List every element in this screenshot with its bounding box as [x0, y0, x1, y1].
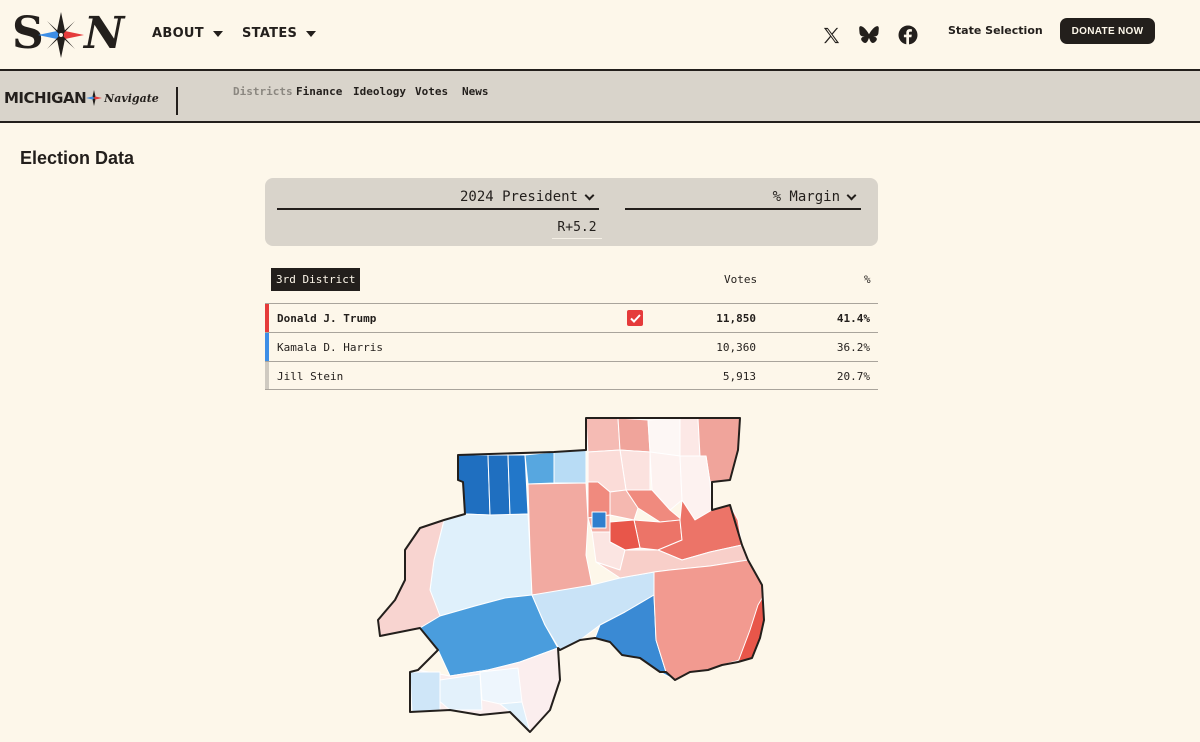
- nav-states[interactable]: STATES: [242, 26, 317, 41]
- subnav-divider: [176, 87, 178, 115]
- election-controls: 2024 President % Margin R+5.2: [265, 178, 878, 246]
- candidate-votes: 10,360: [716, 341, 756, 354]
- caret-down-icon: [212, 30, 223, 37]
- precinct: [585, 417, 621, 453]
- table-divider: [265, 389, 878, 390]
- precinct: [479, 667, 523, 705]
- subnav-tab-ideology[interactable]: Ideology: [353, 85, 406, 98]
- state-logo[interactable]: MICHIGAN Navigate: [4, 89, 159, 107]
- subnav-tab-news[interactable]: News: [462, 85, 489, 98]
- logo-letter-s: S: [12, 8, 44, 59]
- compass-star-icon: [38, 12, 84, 58]
- chevron-down-icon: [584, 190, 595, 200]
- candidate-votes: 11,850: [716, 312, 756, 325]
- race-select[interactable]: 2024 President: [277, 186, 599, 210]
- candidate-name: Jill Stein: [277, 370, 344, 383]
- state-selection-link[interactable]: State Selection: [948, 24, 1043, 37]
- brand-script: Navigate: [104, 91, 159, 105]
- state-name: MICHIGAN: [4, 89, 87, 107]
- nav-about[interactable]: ABOUT: [152, 26, 223, 41]
- table-row: Donald J. Trump 11,850 41.4%: [265, 303, 878, 332]
- x-icon[interactable]: [820, 24, 842, 46]
- nav-states-label: STATES: [242, 26, 298, 41]
- precinct: [527, 482, 593, 596]
- precinct: [617, 417, 651, 453]
- subnav-tab-finance[interactable]: Finance: [296, 85, 343, 98]
- facebook-icon[interactable]: [897, 24, 919, 46]
- candidate-pct: 20.7%: [836, 370, 870, 383]
- candidate-pct: 41.4%: [836, 312, 870, 325]
- precinct: [679, 417, 701, 457]
- precinct: [507, 454, 529, 516]
- subnav-tab-districts[interactable]: Districts: [233, 85, 293, 98]
- table-row: Kamala D. Harris 10,360 36.2%: [265, 332, 878, 361]
- votes-column-header: Votes: [724, 273, 758, 286]
- precinct: [647, 417, 681, 457]
- donate-button[interactable]: DONATE NOW: [1060, 18, 1155, 44]
- page-title: Election Data: [20, 148, 135, 168]
- logo-letter-n: N: [84, 8, 125, 59]
- party-color-bar: [265, 333, 269, 361]
- top-navigation: S N ABOUT STATES: [0, 0, 1200, 71]
- candidate-name: Donald J. Trump: [277, 312, 377, 325]
- precinct: [524, 451, 555, 485]
- site-logo[interactable]: S N: [12, 10, 126, 58]
- precinct: [649, 451, 683, 511]
- subnav-tab-votes[interactable]: Votes: [415, 85, 449, 98]
- precinct: [553, 449, 587, 484]
- district-badge: 3rd District: [271, 268, 361, 291]
- caret-down-icon: [306, 30, 317, 37]
- pct-column-header: %: [864, 273, 871, 286]
- state-subnav: MICHIGAN Navigate Districts Finance Ideo…: [0, 71, 1200, 123]
- precinct: [409, 671, 441, 713]
- race-select-value: 2024 President: [459, 189, 578, 205]
- bluesky-icon[interactable]: [858, 24, 880, 46]
- margin-value: R+5.2: [552, 220, 602, 239]
- precinct: [653, 559, 765, 681]
- party-color-bar: [265, 304, 269, 332]
- party-color-bar: [265, 362, 269, 390]
- metric-select-value: % Margin: [772, 189, 840, 205]
- precinct: [437, 673, 483, 711]
- compass-star-icon: [86, 90, 103, 106]
- chevron-down-icon: [846, 190, 857, 200]
- precinct: [591, 511, 607, 529]
- candidate-votes: 5,913: [722, 370, 756, 383]
- nav-about-label: ABOUT: [152, 26, 204, 41]
- precinct: [487, 454, 511, 516]
- table-row: Jill Stein 5,913 20.7%: [265, 361, 878, 390]
- district-precinct-map[interactable]: [370, 410, 780, 742]
- candidate-name: Kamala D. Harris: [277, 341, 383, 354]
- candidate-pct: 36.2%: [836, 341, 870, 354]
- metric-select[interactable]: % Margin: [625, 186, 861, 210]
- winner-check-icon: [627, 310, 643, 326]
